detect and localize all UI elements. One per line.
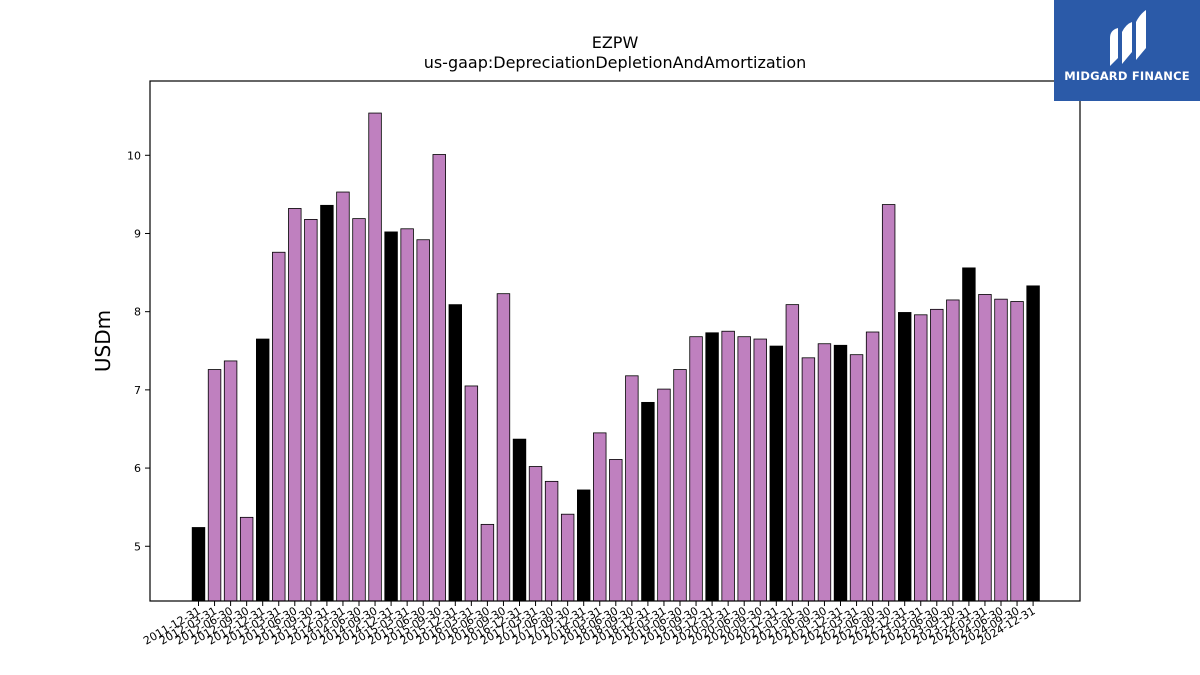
x-axis: 2011-12-312012-03-312012-06-302012-09-30… <box>141 601 1038 648</box>
bar <box>336 191 350 602</box>
bar <box>898 312 912 602</box>
midgard-logo-icon <box>1110 10 1146 66</box>
bar <box>496 293 511 602</box>
bar <box>464 385 479 602</box>
bar <box>914 314 928 602</box>
bar <box>785 304 800 602</box>
bar <box>817 343 832 602</box>
bar <box>544 480 559 602</box>
brand-name: MIDGARD FINANCE <box>1064 69 1190 83</box>
bar <box>881 204 896 602</box>
bar <box>721 330 735 602</box>
bar <box>801 357 816 602</box>
bar <box>593 432 607 602</box>
bar <box>769 345 784 602</box>
bar <box>753 338 767 602</box>
bar <box>1026 285 1040 602</box>
bar <box>609 459 623 602</box>
bar <box>865 331 880 602</box>
y-axis: 5 6 7 8 9 10 <box>127 149 150 553</box>
bar <box>962 267 976 602</box>
bar <box>272 251 286 602</box>
bar <box>432 154 446 602</box>
bar <box>416 239 430 602</box>
bar <box>352 218 366 602</box>
bar <box>255 338 270 602</box>
bar <box>930 308 944 602</box>
chart-subtitle: us-gaap:DepreciationDepletionAndAmortiza… <box>424 53 807 72</box>
bar <box>288 208 302 602</box>
bar <box>560 513 575 602</box>
y-tick-label: 10 <box>127 149 141 162</box>
bar <box>480 523 495 602</box>
bars-group <box>191 112 1040 602</box>
bar <box>400 228 414 602</box>
bar <box>577 489 591 602</box>
bar <box>320 204 334 602</box>
bar <box>833 344 848 602</box>
y-tick-label: 6 <box>134 462 141 475</box>
plot-frame <box>149 80 1081 602</box>
bar <box>512 438 527 602</box>
bar <box>657 388 671 602</box>
bar <box>978 294 992 602</box>
bar <box>625 375 639 602</box>
bar <box>528 466 543 602</box>
y-tick-label: 7 <box>134 384 141 397</box>
bar <box>207 369 222 602</box>
bar <box>191 527 206 602</box>
chart-title: EZPW <box>592 33 639 52</box>
bar <box>304 219 318 602</box>
bar <box>641 401 655 602</box>
bar <box>448 304 463 602</box>
bar <box>239 516 254 602</box>
bar <box>994 298 1008 602</box>
bar <box>737 336 751 602</box>
midgard-finance-logo: MIDGARD FINANCE <box>1054 0 1200 101</box>
bar <box>384 231 398 602</box>
bar <box>946 299 960 602</box>
bar <box>689 336 703 602</box>
bar <box>1010 301 1024 602</box>
y-tick-label: 8 <box>134 306 141 319</box>
y-tick-label: 5 <box>134 540 141 553</box>
y-tick-label: 9 <box>134 227 141 240</box>
bar <box>705 332 719 602</box>
y-axis-label: USDm <box>91 310 115 372</box>
bar <box>368 112 382 602</box>
bar <box>673 369 687 602</box>
bar <box>849 354 864 602</box>
bar <box>223 360 238 602</box>
